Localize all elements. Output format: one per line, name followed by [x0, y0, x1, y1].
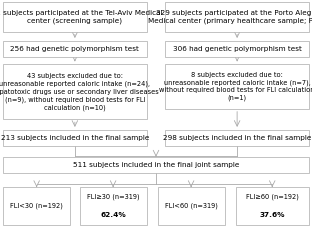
FancyBboxPatch shape: [236, 187, 309, 225]
FancyBboxPatch shape: [80, 187, 147, 225]
FancyBboxPatch shape: [165, 41, 309, 57]
Text: 402 subjects participated at the Tel-Aviv Medical
center (screening sample): 402 subjects participated at the Tel-Avi…: [0, 10, 163, 24]
Text: 43 subjects excluded due to:
unreasonable reported caloric intake (n=24),
hepato: 43 subjects excluded due to: unreasonabl…: [0, 73, 159, 111]
FancyBboxPatch shape: [3, 41, 147, 57]
Text: FLI≥60 (n=192): FLI≥60 (n=192): [246, 193, 299, 200]
Text: 256 had genetic polymorphism test: 256 had genetic polymorphism test: [10, 46, 139, 52]
Text: 298 subjects included in the final sample: 298 subjects included in the final sampl…: [163, 135, 311, 141]
FancyBboxPatch shape: [165, 130, 309, 146]
Text: FLI<30 (n=192): FLI<30 (n=192): [10, 203, 63, 209]
FancyBboxPatch shape: [3, 2, 147, 32]
Text: 213 subjects included in the final sample: 213 subjects included in the final sampl…: [1, 135, 149, 141]
Text: 511 subjects included in the final joint sample: 511 subjects included in the final joint…: [73, 162, 239, 168]
Text: 62.4%: 62.4%: [100, 212, 126, 218]
FancyBboxPatch shape: [158, 187, 225, 225]
FancyBboxPatch shape: [165, 2, 309, 32]
Text: 8 subjects excluded due to:
unreasonable reported caloric intake (n=7),
without : 8 subjects excluded due to: unreasonable…: [159, 72, 312, 101]
Text: 306 had genetic polymorphism test: 306 had genetic polymorphism test: [173, 46, 302, 52]
Text: FLI≥30 (n=319): FLI≥30 (n=319): [87, 193, 139, 200]
FancyBboxPatch shape: [3, 64, 147, 119]
Text: FLI<60 (n=319): FLI<60 (n=319): [165, 203, 217, 209]
Text: 329 subjects participated at the Porto Alegre
Medical center (primary healthcare: 329 subjects participated at the Porto A…: [148, 10, 312, 24]
FancyBboxPatch shape: [3, 187, 70, 225]
FancyBboxPatch shape: [165, 64, 309, 109]
Text: 37.6%: 37.6%: [260, 212, 285, 218]
FancyBboxPatch shape: [3, 157, 309, 173]
FancyBboxPatch shape: [3, 130, 147, 146]
